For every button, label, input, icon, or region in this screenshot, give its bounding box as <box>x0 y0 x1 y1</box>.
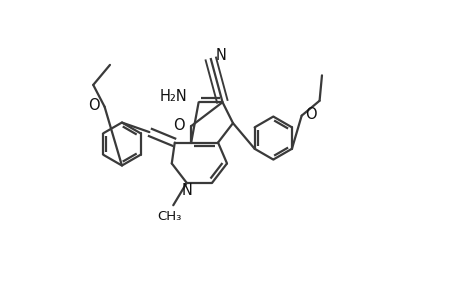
Text: O: O <box>304 107 316 122</box>
Text: CH₃: CH₃ <box>157 210 181 223</box>
Text: O: O <box>173 118 185 133</box>
Text: N: N <box>215 47 226 62</box>
Text: N: N <box>181 183 192 198</box>
Text: H₂N: H₂N <box>159 89 187 104</box>
Text: O: O <box>88 98 100 113</box>
